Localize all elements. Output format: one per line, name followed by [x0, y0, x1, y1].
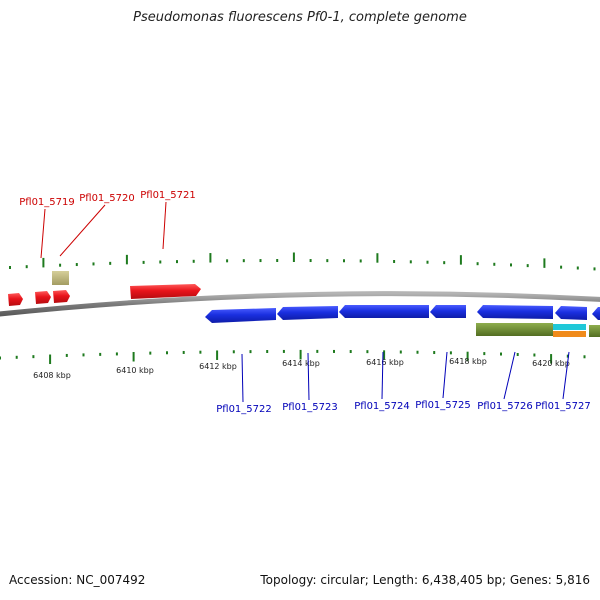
genome-summary: Topology: circular; Length: 6,438,405 bp… [260, 573, 590, 587]
feature-box-khaki[interactable] [52, 271, 69, 285]
gene-arrow-forward[interactable] [130, 284, 201, 299]
feature-band-cyan[interactable] [553, 324, 586, 330]
gene-label-reverse[interactable]: Pfl01_5723 [282, 402, 338, 413]
scale-label: 6418 kbp [449, 357, 487, 366]
scale-label: 6410 kbp [116, 366, 154, 375]
gene-label-forward[interactable]: Pfl01_5720 [79, 193, 135, 204]
gene-label-leader [442, 351, 448, 399]
gene-label-leader [241, 353, 244, 403]
gene-label-leader [503, 351, 516, 400]
scale-label: 6416 kbp [366, 358, 404, 367]
genome-backbone [0, 291, 600, 317]
gene-label-reverse[interactable]: Pfl01_5726 [477, 401, 533, 412]
gene-label-reverse[interactable]: Pfl01_5722 [216, 404, 272, 415]
gene-arrow-reverse[interactable] [339, 305, 429, 318]
reverse-scale-ticks [0, 349, 586, 365]
gene-arrow-reverse[interactable] [477, 305, 553, 319]
feature-band-orange[interactable] [553, 331, 586, 337]
feature-band-olive[interactable] [589, 325, 600, 337]
scale-label: 6414 kbp [282, 359, 320, 368]
gene-label-leader [40, 208, 46, 259]
gene-arrow-forward[interactable] [53, 290, 70, 303]
gene-labels: Pfl01_5719 Pfl01_5720 Pfl01_5721 Pfl01_5722… [19, 190, 591, 415]
gene-label-leader [562, 351, 570, 400]
reverse-strand-genes [205, 305, 600, 323]
feature-band-olive[interactable] [476, 323, 553, 336]
gene-label-leader [59, 204, 106, 257]
gene-label-reverse[interactable]: Pfl01_5727 [535, 401, 591, 412]
gene-arrow-reverse[interactable] [430, 305, 466, 318]
gene-arrow-forward[interactable] [8, 293, 23, 306]
gene-arrow-reverse[interactable] [592, 307, 600, 320]
gene-label-leader [307, 352, 310, 401]
forward-strand-genes [8, 271, 201, 306]
scale-label: 6412 kbp [199, 362, 237, 371]
gene-arrow-forward[interactable] [35, 291, 51, 304]
gene-label-reverse[interactable]: Pfl01_5725 [415, 400, 471, 411]
scale-labels: 6408 kbp 6410 kbp 6412 kbp 6414 kbp 6416 kbp… [33, 357, 570, 380]
gene-label-forward[interactable]: Pfl01_5719 [19, 197, 75, 208]
gene-arrow-reverse[interactable] [205, 308, 276, 323]
gene-label-leader [381, 351, 384, 400]
gene-label-reverse[interactable]: Pfl01_5724 [354, 401, 410, 412]
gene-arrow-reverse[interactable] [555, 306, 587, 320]
gene-label-leader [162, 201, 167, 250]
gene-arrow-reverse[interactable] [277, 306, 338, 320]
gene-label-leaders [40, 201, 570, 403]
feature-bands [476, 323, 600, 337]
accession-label: Accession: NC_007492 [9, 573, 146, 587]
map-title: Pseudomonas fluorescens Pf0-1, complete … [133, 10, 467, 25]
scale-label: 6408 kbp [33, 371, 71, 380]
forward-scale-ticks [9, 252, 596, 271]
gene-label-forward[interactable]: Pfl01_5721 [140, 190, 196, 201]
scale-label: 6420 kbp [532, 359, 570, 368]
